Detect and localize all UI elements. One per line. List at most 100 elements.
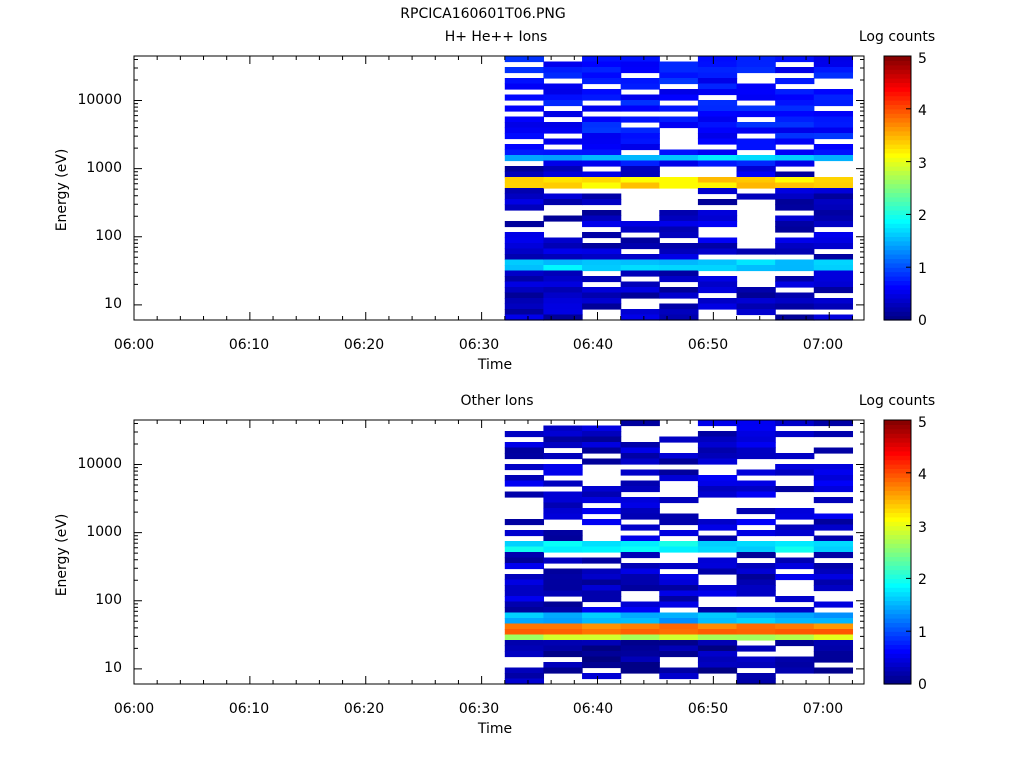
colorbar-segment: [884, 622, 911, 628]
spectrogram-cell: [582, 596, 622, 603]
spectrogram-cell: [504, 645, 545, 652]
spectrogram-cell: [620, 171, 660, 178]
spectrogram-cell: [659, 287, 699, 294]
panel1-colorbar-tick-label: 3: [918, 156, 927, 172]
spectrogram-cell: [620, 585, 660, 592]
spectrogram-cell: [813, 72, 854, 79]
spectrogram-cell: [543, 502, 583, 509]
panel1-x-tick-label: 06:10: [228, 337, 270, 353]
spectrogram-cell: [504, 623, 545, 630]
spectrogram-cell: [543, 265, 583, 272]
panel2-y-tick-label: 100: [95, 592, 122, 608]
spectrogram-cell: [543, 199, 583, 206]
spectrogram-cell: [813, 287, 854, 294]
colorbar-segment: [884, 516, 911, 522]
spectrogram-cell: [659, 254, 699, 261]
spectrogram-cell: [736, 469, 776, 476]
spectrogram-cell: [697, 431, 738, 438]
spectrogram-cell: [775, 623, 815, 630]
spectrogram-cell: [736, 298, 776, 305]
spectrogram-cell: [697, 667, 738, 674]
spectrogram-cell: [504, 67, 545, 74]
spectrogram-cell: [582, 61, 622, 68]
spectrogram-cell: [736, 612, 776, 619]
spectrogram-cell: [504, 155, 545, 162]
colorbar-segment: [884, 161, 911, 167]
colorbar-segment: [884, 258, 911, 264]
spectrogram-cell: [813, 475, 854, 482]
colorbar-segment: [884, 538, 911, 544]
colorbar-segment: [884, 534, 911, 540]
spectrogram-cell: [697, 210, 738, 217]
spectrogram-cell: [620, 221, 660, 228]
colorbar-segment: [884, 635, 911, 641]
spectrogram-cell: [543, 259, 583, 266]
spectrogram-cell: [697, 590, 738, 597]
spectrogram-cell: [659, 292, 699, 299]
spectrogram-cell: [813, 623, 854, 630]
spectrogram-cell: [504, 678, 545, 685]
spectrogram-cell: [659, 574, 699, 581]
spectrogram-cell: [736, 431, 776, 438]
spectrogram-cell: [813, 270, 854, 277]
spectrogram-cell: [775, 226, 815, 233]
spectrogram-cell: [582, 215, 622, 222]
panel2-colorbar-tick-label: 2: [918, 572, 927, 588]
spectrogram-cell: [813, 133, 854, 140]
spectrogram-cell: [813, 303, 854, 310]
spectrogram-cell: [543, 453, 583, 460]
colorbar-segment: [884, 499, 911, 505]
spectrogram-cell: [697, 199, 738, 206]
spectrogram-cell: [582, 458, 622, 465]
spectrogram-cell: [543, 530, 583, 537]
spectrogram-cell: [582, 546, 622, 553]
spectrogram-cell: [620, 265, 660, 272]
spectrogram-cell: [813, 144, 854, 151]
spectrogram-cell: [504, 171, 545, 178]
spectrogram-cell: [504, 56, 545, 63]
panel1-x-tick-label: 07:00: [802, 337, 844, 353]
colorbar-segment: [884, 276, 911, 281]
spectrogram-cell: [620, 524, 660, 531]
spectrogram-cell: [736, 634, 776, 641]
spectrogram-cell: [620, 270, 660, 277]
spectrogram-cell: [775, 563, 815, 570]
panel1-colorbar-label: Log counts: [858, 29, 936, 45]
colorbar-segment: [884, 166, 911, 171]
spectrogram-cell: [620, 67, 660, 74]
spectrogram-cell: [582, 89, 622, 96]
spectrogram-cell: [582, 133, 622, 140]
spectrogram-cell: [620, 612, 660, 619]
colorbar-segment: [884, 464, 911, 469]
panel2-x-tick-label: 06:20: [343, 701, 385, 717]
spectrogram-cell: [582, 116, 622, 123]
panel2-title: Other Ions: [460, 393, 534, 409]
spectrogram-cell: [736, 177, 776, 184]
spectrogram-cell: [736, 436, 776, 443]
spectrogram-cell: [813, 259, 854, 266]
spectrogram-cell: [582, 303, 622, 310]
colorbar-segment: [884, 508, 911, 513]
panel1-x-tick-label: 06:50: [687, 337, 729, 353]
spectrogram-cell: [543, 314, 583, 321]
spectrogram-cell: [504, 116, 545, 123]
colorbar-segment: [884, 596, 911, 601]
spectrogram-cell: [582, 138, 622, 145]
spectrogram-cell: [582, 656, 622, 663]
spectrogram-cell: [775, 574, 815, 581]
spectrogram-cell: [697, 122, 738, 129]
panel2-colorbar-label: Log counts: [858, 393, 936, 409]
colorbar-segment: [884, 591, 911, 597]
spectrogram-cell: [504, 259, 545, 266]
colorbar-segment: [884, 236, 911, 242]
spectrogram-cell: [543, 574, 583, 581]
spectrogram-cell: [775, 100, 815, 107]
spectrogram-cell: [813, 519, 854, 526]
colorbar-segment: [884, 626, 911, 632]
colorbar-segment: [884, 662, 911, 667]
spectrogram-cell: [813, 237, 854, 244]
spectrogram-cell: [813, 645, 854, 652]
colorbar-segment: [884, 196, 911, 202]
spectrogram-cell: [543, 508, 583, 515]
spectrogram-cell: [659, 243, 699, 250]
